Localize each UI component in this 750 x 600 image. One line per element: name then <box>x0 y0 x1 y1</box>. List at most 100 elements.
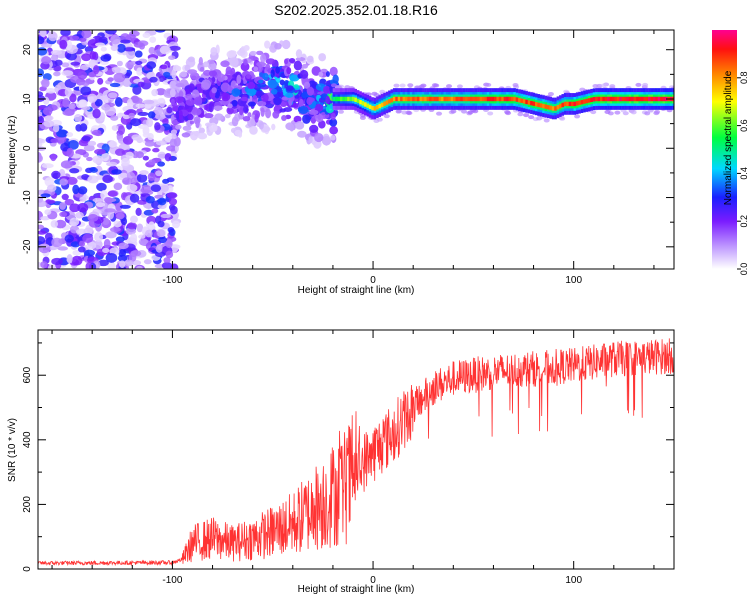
spectrogram-cell <box>54 59 63 66</box>
spectrogram-cell <box>91 129 102 136</box>
spectrogram-ridge-cell <box>498 96 502 102</box>
spectrogram-cell <box>126 98 133 109</box>
spectrogram-ridge-cell <box>583 99 586 104</box>
spectrogram-cell <box>254 113 259 123</box>
spectrogram-ridge-cell <box>660 96 663 102</box>
spectrogram-cell <box>59 211 68 217</box>
spectrogram-cell <box>170 98 175 106</box>
snr-panel: -100 0 100 0 200 400 600 Height of straight li… <box>7 329 675 595</box>
spectrogram-cell <box>260 54 267 63</box>
spectrogram-cell <box>292 103 299 108</box>
spectrogram-cell <box>630 110 637 115</box>
spectrogram-cell <box>97 77 104 85</box>
colorbar-gradient <box>712 30 737 269</box>
spectrogram-cell <box>330 135 336 141</box>
spectrogram-cell <box>189 120 194 125</box>
spectrogram-cell <box>293 60 303 71</box>
spectrogram-cell <box>306 86 315 96</box>
spectrogram-cell <box>543 118 550 123</box>
spectrogram-cell <box>253 66 259 72</box>
spectrogram-ridge-cell <box>506 96 509 102</box>
spectrogram-ridge-cell <box>400 96 403 102</box>
spectrogram-cell <box>115 236 125 243</box>
spectrogram-cell <box>132 260 142 266</box>
spectrogram-cell <box>50 49 63 55</box>
spectrogram-cell <box>241 96 248 102</box>
spectrogram-cell <box>162 178 170 184</box>
spectrogram-cell <box>653 111 660 116</box>
spectrogram-cell <box>298 98 304 109</box>
spectrogram-cell <box>136 173 148 183</box>
spectrogram-ridge-cell <box>383 101 386 106</box>
spectrogram-cell <box>251 114 256 119</box>
spectrogram-cell <box>117 254 128 262</box>
spectrogram-ridge-cell <box>619 96 622 102</box>
spectrogram-cell <box>38 236 46 245</box>
spectrogram-cell <box>189 131 199 141</box>
spectrogram-cell <box>108 140 118 148</box>
spectrogram-ridge-cell <box>431 96 435 102</box>
spectrogram-ridge-cell <box>364 102 367 107</box>
spectrogram-cell <box>64 87 72 97</box>
spectrogram-cell <box>121 217 128 226</box>
spectrogram-ridge-cell <box>518 97 521 103</box>
spectrogram-ridge-cell <box>457 96 461 102</box>
spectrogram-cell <box>213 105 223 111</box>
spectrogram-cell <box>236 74 242 84</box>
spectrogram-cell <box>94 239 103 250</box>
spectrogram-ridge-cell <box>520 98 524 103</box>
spectrogram-cell <box>187 113 194 121</box>
spectrogram-cell <box>302 114 311 124</box>
spectrogram-cell <box>255 50 264 56</box>
spectrogram-cell <box>125 61 135 69</box>
spectrogram-cell <box>50 220 59 228</box>
colorbar-tick-label: 0.6 <box>739 119 749 132</box>
spectrogram-cell <box>41 56 52 65</box>
spectrogram-cell <box>95 42 105 47</box>
spectrogram-cell <box>66 254 73 264</box>
spectrogram-cell <box>155 88 167 96</box>
spectrogram-cell <box>281 39 291 50</box>
spectrogram-cell <box>106 161 118 167</box>
spectrogram-ridge-cell <box>366 103 370 108</box>
spectrogram-ridge-cell <box>486 96 490 102</box>
spectrogram-cell <box>92 197 104 203</box>
spectrogram-ridge-cell <box>472 96 475 102</box>
spectrogram-cell <box>98 36 108 43</box>
spectrogram-cell <box>254 90 265 97</box>
spectrogram-cell <box>107 190 118 197</box>
spectrogram-ridge-cell <box>368 104 372 110</box>
spectrogram-cell <box>69 203 81 213</box>
spectrogram-cell <box>140 184 153 194</box>
spectrogram-ridge-cell <box>438 96 442 102</box>
spectrogram-ridge-cell <box>462 96 466 102</box>
spectrogram-cell <box>136 136 143 144</box>
spectrogram-cell <box>157 229 166 238</box>
spectrogram-cell <box>162 118 169 126</box>
spectrogram-ridge-cell <box>648 96 651 102</box>
spectrogram-cell <box>173 136 181 147</box>
spectrogram-cell <box>393 83 400 88</box>
spectrogram-cell <box>249 50 257 56</box>
spectrogram-cell <box>111 125 119 131</box>
spectrogram-cell <box>38 142 43 147</box>
spectrogram-cell <box>295 49 303 59</box>
spectrogram-cell <box>246 74 251 80</box>
spectrogram-cell <box>590 110 597 115</box>
spectrogram-cell <box>97 259 109 267</box>
spectrogram-cell <box>155 140 167 146</box>
spectrogram-ridge-cell <box>645 96 649 102</box>
spectrogram-cell <box>157 197 167 206</box>
spectrogram-cell <box>94 98 103 107</box>
spectrogram-cell <box>146 117 154 128</box>
spectrogram-cell <box>61 193 69 201</box>
spectrogram-cell <box>109 227 121 233</box>
spectrogram-ridge-cell <box>359 99 362 105</box>
spectrogram-cell <box>149 36 157 43</box>
spectrogram-ridge-cell <box>614 96 618 102</box>
spectrogram-cell <box>129 83 140 88</box>
spectrogram-cell <box>51 237 63 248</box>
snr-ytick-label: 200 <box>22 496 33 513</box>
spectrogram-ridge-cell <box>544 104 548 109</box>
